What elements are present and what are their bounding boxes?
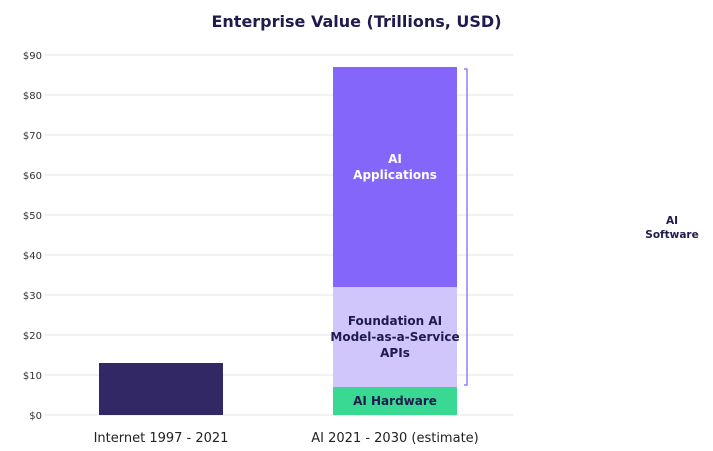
y-tick-label: $60 <box>23 171 42 182</box>
bar-segment <box>333 287 457 387</box>
y-tick-label: $0 <box>29 411 42 422</box>
y-tick-label: $90 <box>23 51 42 62</box>
y-tick-label: $20 <box>23 331 42 342</box>
bar-segment-label: Foundation AI <box>348 314 442 328</box>
bar-segment-label: APIs <box>380 346 410 360</box>
annotation-bracket <box>464 68 468 386</box>
annotation-label: AI <box>666 215 678 227</box>
y-tick-label: $80 <box>23 91 42 102</box>
y-tick-label: $30 <box>23 291 42 302</box>
x-tick-label: AI 2021 - 2030 (estimate) <box>311 431 478 446</box>
bar-segment-label: Model-as-a-Service <box>330 330 459 344</box>
y-tick-label: $10 <box>23 371 42 382</box>
bar-segment <box>99 363 223 415</box>
annotation-label: Software <box>645 229 698 241</box>
bar-segment-label: AI <box>388 152 402 166</box>
x-tick-label: Internet 1997 - 2021 <box>94 431 229 446</box>
y-tick-label: $50 <box>23 211 42 222</box>
bar-segment <box>333 387 457 415</box>
bar-segment-label: AI Hardware <box>353 394 437 408</box>
chart-title: Enterprise Value (Trillions, USD) <box>211 12 502 31</box>
bar-segment-label: Applications <box>353 168 437 182</box>
y-tick-label: $40 <box>23 251 42 262</box>
bar-segment <box>333 67 457 287</box>
y-tick-label: $70 <box>23 131 42 142</box>
